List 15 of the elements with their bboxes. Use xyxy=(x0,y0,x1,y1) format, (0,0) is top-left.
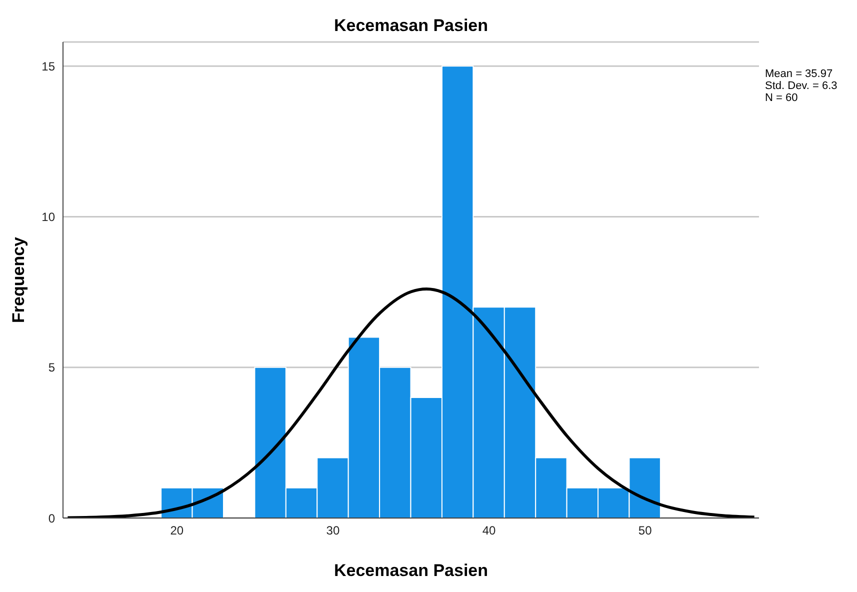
x-tick-label: 30 xyxy=(326,524,340,538)
text: Mean = 35.97 xyxy=(765,68,834,80)
y-axis-title: Frequency xyxy=(9,236,28,323)
chart-title: Kecemasan Pasien xyxy=(332,16,490,36)
x-axis-title: Kecemasan Pasien xyxy=(334,561,488,580)
y-tick-label: 0 xyxy=(48,511,56,526)
x-tick-label: 20 xyxy=(170,524,184,538)
text: Std. Dev. = 6.3 xyxy=(765,80,838,92)
y-tick-label: 5 xyxy=(48,360,56,375)
x-tick-label: 50 xyxy=(638,524,652,538)
y-tick-label: 15 xyxy=(42,59,56,74)
text: N = 60 xyxy=(765,92,799,104)
y-tick-label: 10 xyxy=(42,210,56,224)
line-series xyxy=(66,288,756,518)
x-tick-label: 40 xyxy=(482,524,496,538)
